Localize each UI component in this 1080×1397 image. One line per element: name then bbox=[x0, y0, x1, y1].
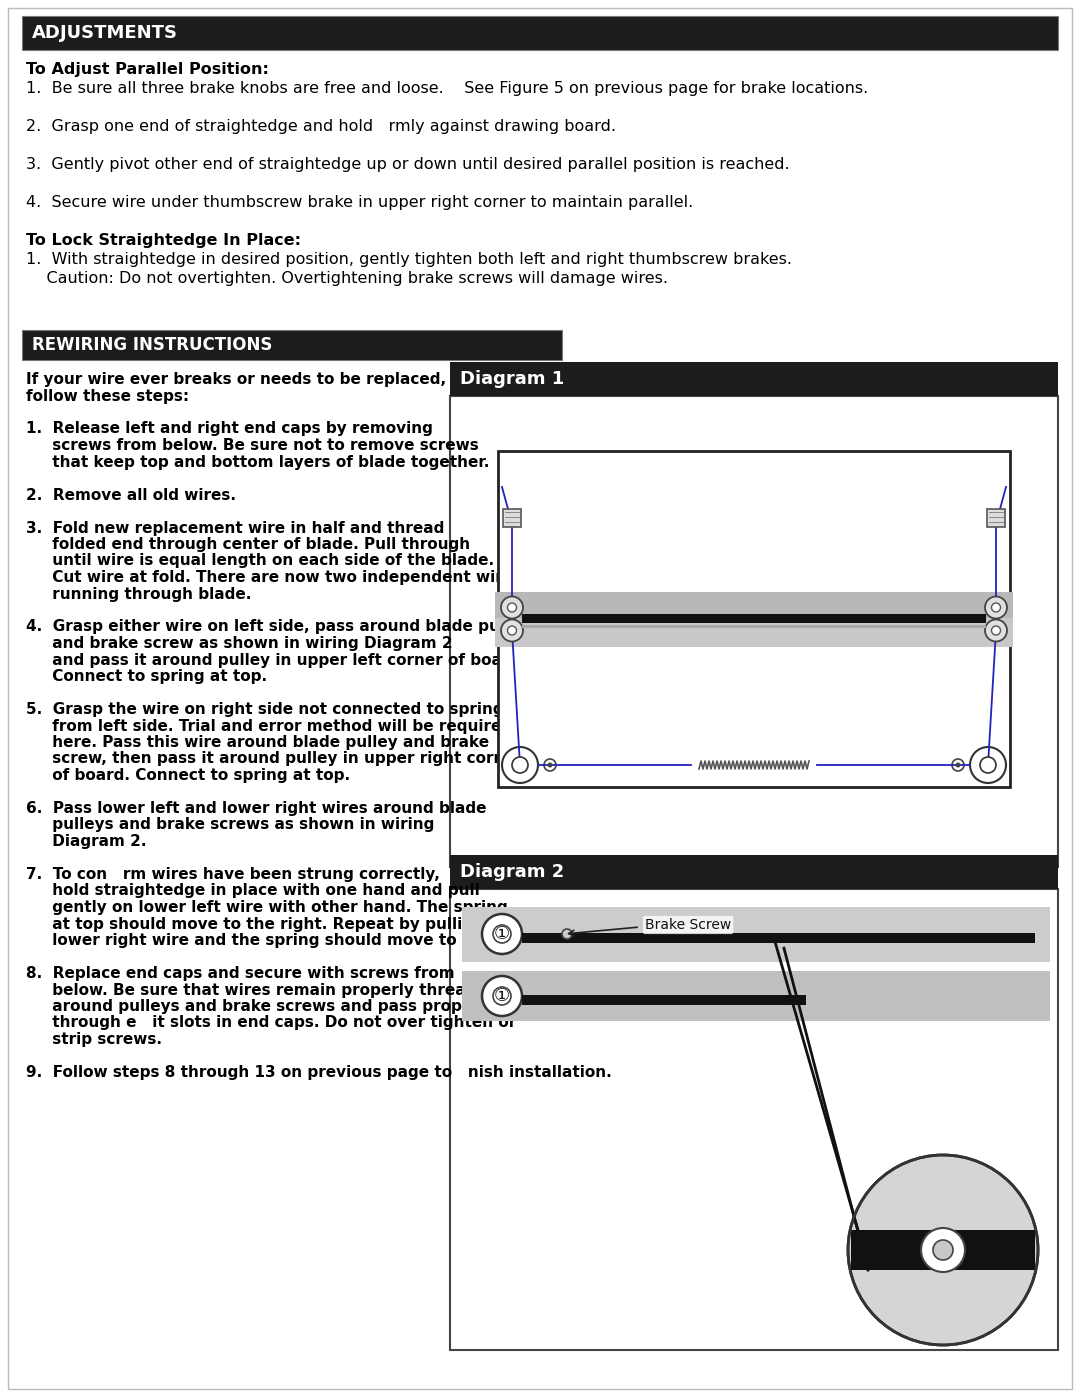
Text: To Adjust Parallel Position:: To Adjust Parallel Position: bbox=[26, 61, 269, 77]
Text: and brake screw as shown in wiring Diagram 2: and brake screw as shown in wiring Diagr… bbox=[26, 636, 453, 651]
Bar bbox=[495, 591, 1013, 617]
Text: 4.  Secure wire under thumbscrew brake in upper right corner to maintain paralle: 4. Secure wire under thumbscrew brake in… bbox=[26, 196, 693, 210]
Text: If your wire ever breaks or needs to be replaced,: If your wire ever breaks or needs to be … bbox=[26, 372, 446, 387]
Circle shape bbox=[933, 1241, 953, 1260]
Circle shape bbox=[492, 988, 511, 1004]
Text: below. Be sure that wires remain properly threaded: below. Be sure that wires remain properl… bbox=[26, 982, 498, 997]
Text: 3.  Fold new replacement wire in half and thread: 3. Fold new replacement wire in half and… bbox=[26, 521, 444, 535]
Text: 3.  Gently pivot other end of straightedge up or down until desired parallel pos: 3. Gently pivot other end of straightedg… bbox=[26, 156, 789, 172]
Bar bbox=[522, 933, 1035, 943]
Bar bbox=[987, 509, 1005, 527]
Bar bbox=[450, 395, 1058, 868]
Text: running through blade.: running through blade. bbox=[26, 587, 252, 602]
Bar bbox=[450, 888, 1058, 1350]
Circle shape bbox=[501, 619, 523, 641]
Text: at top should move to the right. Repeat by pulling the: at top should move to the right. Repeat … bbox=[26, 916, 517, 932]
Text: 2.  Grasp one end of straightedge and hold   rmly against drawing board.: 2. Grasp one end of straightedge and hol… bbox=[26, 119, 616, 134]
Text: gently on lower left wire with other hand. The spring: gently on lower left wire with other han… bbox=[26, 900, 508, 915]
Circle shape bbox=[492, 925, 511, 943]
Text: hold straightedge in place with one hand and pull: hold straightedge in place with one hand… bbox=[26, 883, 480, 898]
Circle shape bbox=[548, 763, 553, 767]
Circle shape bbox=[562, 929, 572, 939]
Text: REWIRING INSTRUCTIONS: REWIRING INSTRUCTIONS bbox=[32, 337, 272, 353]
Text: 1.  Be sure all three brake knobs are free and loose.    See Figure 5 on previou: 1. Be sure all three brake knobs are fre… bbox=[26, 81, 868, 96]
Text: 7.  To con   rm wires have been strung correctly,: 7. To con rm wires have been strung corr… bbox=[26, 868, 440, 882]
Bar bbox=[462, 971, 1050, 1021]
Text: folded end through center of blade. Pull through: folded end through center of blade. Pull… bbox=[26, 536, 470, 552]
Text: ①: ① bbox=[494, 925, 510, 943]
Bar bbox=[522, 613, 986, 623]
Bar bbox=[522, 995, 806, 1004]
Circle shape bbox=[482, 914, 522, 954]
Text: To Lock Straightedge In Place:: To Lock Straightedge In Place: bbox=[26, 233, 301, 249]
Text: screw, then pass it around pulley in upper right corner: screw, then pass it around pulley in upp… bbox=[26, 752, 523, 767]
Text: Diagram 2.: Diagram 2. bbox=[26, 834, 147, 849]
Circle shape bbox=[508, 626, 516, 636]
Text: from left side. Trial and error method will be required: from left side. Trial and error method w… bbox=[26, 718, 512, 733]
Text: 2.  Remove all old wires.: 2. Remove all old wires. bbox=[26, 488, 237, 503]
Text: strip screws.: strip screws. bbox=[26, 1032, 162, 1046]
Bar bbox=[462, 907, 1050, 963]
Text: 9.  Follow steps 8 through 13 on previous page to   nish installation.: 9. Follow steps 8 through 13 on previous… bbox=[26, 1065, 611, 1080]
Text: 4.  Grasp either wire on left side, pass around blade pulley: 4. Grasp either wire on left side, pass … bbox=[26, 619, 530, 634]
Circle shape bbox=[985, 597, 1007, 619]
Text: screws from below. Be sure not to remove screws: screws from below. Be sure not to remove… bbox=[26, 439, 478, 453]
Text: around pulleys and brake screws and pass properly: around pulleys and brake screws and pass… bbox=[26, 999, 495, 1014]
Text: 8.  Replace end caps and secure with screws from: 8. Replace end caps and secure with scre… bbox=[26, 965, 455, 981]
Circle shape bbox=[512, 757, 528, 773]
Circle shape bbox=[951, 759, 964, 771]
Text: 1.  Release left and right end caps by removing: 1. Release left and right end caps by re… bbox=[26, 422, 433, 436]
Circle shape bbox=[956, 763, 960, 767]
Text: Cut wire at fold. There are now two independent wires: Cut wire at fold. There are now two inde… bbox=[26, 570, 522, 585]
Text: through e   it slots in end caps. Do not over tighten or: through e it slots in end caps. Do not o… bbox=[26, 1016, 516, 1031]
Bar bbox=[498, 451, 1010, 787]
Text: ①: ① bbox=[494, 988, 510, 1004]
Text: Brake Screw: Brake Screw bbox=[645, 918, 731, 932]
Text: follow these steps:: follow these steps: bbox=[26, 388, 189, 404]
Text: ADJUSTMENTS: ADJUSTMENTS bbox=[32, 24, 178, 42]
Bar bbox=[851, 1229, 1035, 1270]
Text: here. Pass this wire around blade pulley and brake: here. Pass this wire around blade pulley… bbox=[26, 735, 489, 750]
Circle shape bbox=[921, 1228, 966, 1273]
Circle shape bbox=[501, 597, 523, 619]
Bar bbox=[450, 362, 1058, 395]
Circle shape bbox=[991, 626, 1000, 636]
Text: Diagram 1: Diagram 1 bbox=[460, 370, 564, 388]
Circle shape bbox=[502, 747, 538, 782]
Bar bbox=[495, 591, 1013, 647]
Circle shape bbox=[970, 747, 1005, 782]
Text: until wire is equal length on each side of the blade.: until wire is equal length on each side … bbox=[26, 553, 495, 569]
Bar bbox=[503, 509, 521, 527]
Text: Caution: Do not overtighten. Overtightening brake screws will damage wires.: Caution: Do not overtighten. Overtighten… bbox=[26, 271, 669, 286]
Bar bbox=[522, 624, 986, 627]
Text: Connect to spring at top.: Connect to spring at top. bbox=[26, 669, 267, 685]
Bar bbox=[22, 330, 562, 360]
Text: of board. Connect to spring at top.: of board. Connect to spring at top. bbox=[26, 768, 350, 782]
Circle shape bbox=[848, 1155, 1038, 1345]
Text: 5.  Grasp the wire on right side not connected to spring: 5. Grasp the wire on right side not conn… bbox=[26, 703, 503, 717]
Text: Diagram 2: Diagram 2 bbox=[460, 863, 564, 882]
Text: 6.  Pass lower left and lower right wires around blade: 6. Pass lower left and lower right wires… bbox=[26, 800, 486, 816]
Text: 1.  With straightedge in desired position, gently tighten both left and right th: 1. With straightedge in desired position… bbox=[26, 251, 792, 267]
Text: lower right wire and the spring should move to the left.: lower right wire and the spring should m… bbox=[26, 933, 531, 949]
Circle shape bbox=[508, 604, 516, 612]
Text: pulleys and brake screws as shown in wiring: pulleys and brake screws as shown in wir… bbox=[26, 817, 434, 833]
Circle shape bbox=[482, 977, 522, 1016]
Circle shape bbox=[980, 757, 996, 773]
Text: and pass it around pulley in upper left corner of board.: and pass it around pulley in upper left … bbox=[26, 652, 526, 668]
Text: that keep top and bottom layers of blade together.: that keep top and bottom layers of blade… bbox=[26, 454, 489, 469]
Bar bbox=[22, 15, 1058, 50]
Bar bbox=[450, 855, 1058, 888]
Circle shape bbox=[544, 759, 556, 771]
Circle shape bbox=[991, 604, 1000, 612]
Circle shape bbox=[985, 619, 1007, 641]
